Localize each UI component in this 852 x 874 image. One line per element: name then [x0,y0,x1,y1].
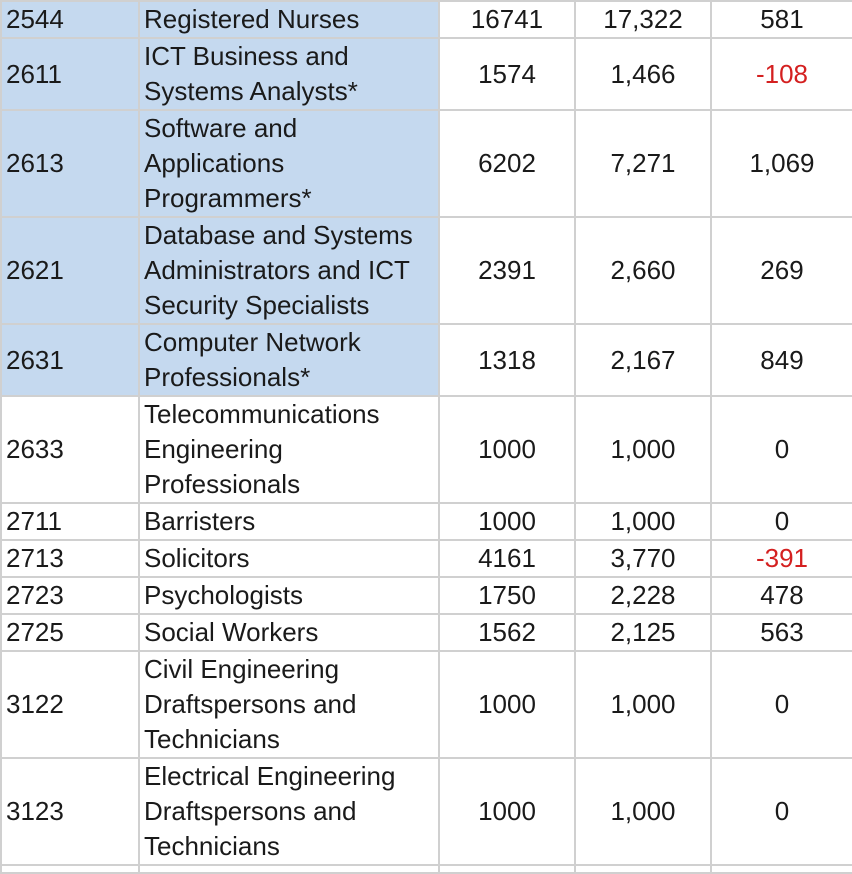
value-1-cell: 4161 [438,539,576,578]
value-1-cell: 1000 [438,395,576,504]
occupation-name-line: Professionals* [144,362,311,392]
occupation-name-cell: Psychologists [138,576,440,615]
occupation-name-cell: Social Workers [138,613,440,652]
table-row: 2713 Solicitors 4161 3,770 -391 [0,539,852,578]
occupation-name-line: Telecommunications [144,399,380,429]
difference-cell: 581 [710,0,852,39]
occupation-name-line: ICT Business and [144,41,349,71]
table-row: 2711 Barristers 1000 1,000 0 [0,502,852,541]
occupation-name-line: Computer Network [144,327,361,357]
value-1-cell: 1318 [438,323,576,397]
value-2-cell: 2,660 [574,216,712,325]
occupation-name-line: Psychologists [144,580,303,610]
occupation-name-cell: Solicitors [138,539,440,578]
difference-cell: 269 [710,216,852,325]
difference-cell: 0 [710,650,852,759]
table-row: 2544 Registered Nurses 16741 17,322 581 [0,0,852,39]
value-1-cell: 1000 [438,757,576,866]
value-2-cell: 1,000 [574,650,712,759]
value-2-cell: 3,770 [574,539,712,578]
value-2-cell: 1,000 [574,502,712,541]
table-row: 3123 Electrical Engineering Draftspersons … [0,757,852,866]
occupation-name-line: Database and Systems [144,220,413,250]
table-row: 3122 Civil Engineering Draftspersons and Te… [0,650,852,759]
occupation-code-cell: 3122 [0,650,140,759]
value-2-cell: 2,167 [574,323,712,397]
occupation-name-cell: Barristers [138,502,440,541]
table-row: 2631 Computer Network Professionals* 1318 2,… [0,323,852,397]
occupation-name-line: Civil Engineering [144,654,340,684]
occupation-name-cell: Telecommunications Engineering Professiona… [138,395,440,504]
occupation-name-cell: Software and Applications Programmers* [138,109,440,218]
occupation-code-cell: 2544 [0,0,140,39]
value-2-cell: 7,271 [574,109,712,218]
table-row: 2725 Social Workers 1562 2,125 563 [0,613,852,652]
value-2-cell: 1,000 [574,757,712,866]
occupation-name-line: Software and [144,113,298,143]
occupation-name-line: Security Specialists [144,290,370,320]
table-row: 2613 Software and Applications Programmers*… [0,109,852,218]
occupation-name-line: Systems Analysts* [144,76,358,106]
value-2-cell: 1,000 [574,395,712,504]
occupation-name-line: Technicians [144,831,280,861]
table-row: 2611 ICT Business and Systems Analysts* 157… [0,37,852,111]
occupation-code-cell: 2611 [0,37,140,111]
difference-cell: -391 [710,539,852,578]
difference-cell: 478 [710,576,852,615]
occupation-code-cell: 2633 [0,395,140,504]
difference-cell: 0 [710,395,852,504]
occupation-code-cell: 3123 [0,757,140,866]
occupation-code-cell: 2631 [0,323,140,397]
value-1-cell: 1000 [438,650,576,759]
value-1-cell: 1750 [438,576,576,615]
table-row: 2723 Psychologists 1750 2,228 478 [0,576,852,615]
value-2-cell: 17,322 [574,0,712,39]
table-row: 2633 Telecommunications Engineering Profess… [0,395,852,504]
value-1-cell: 1000 [438,502,576,541]
value-1-cell: 16741 [438,0,576,39]
occupation-name-line: Social Workers [144,617,319,647]
value-1-cell: 1574 [438,37,576,111]
occupation-name-line: Engineering [144,434,283,464]
occupation-code-cell: 2711 [0,502,140,541]
occupation-name-cell: Civil Engineering Draftspersons and Techni… [138,650,440,759]
value-2-cell: 1,466 [574,37,712,111]
occupation-name-line: Solicitors [144,543,250,573]
table-row: 2621 Database and Systems Administrators a… [0,216,852,325]
difference-cell: 849 [710,323,852,397]
occupation-name-line: Barristers [144,506,256,536]
value-1-cell: 1562 [438,613,576,652]
occupation-name-line: Professionals [144,469,301,499]
occupation-code-cell: 2621 [0,216,140,325]
value-2-cell: 2,228 [574,576,712,615]
occupation-name-line: Applications [144,148,285,178]
occupation-name-line: Draftspersons and [144,796,357,826]
difference-cell: 1,069 [710,109,852,218]
occupation-name-cell: Registered Nurses [138,0,440,39]
occupation-name-line: Registered Nurses [144,4,360,34]
occupation-code-cell: 2613 [0,109,140,218]
occupation-name-line: Technicians [144,724,280,754]
occupation-name-cell: ICT Business and Systems Analysts* [138,37,440,111]
occupation-name-line: Programmers* [144,183,312,213]
value-1-cell: 2391 [438,216,576,325]
occupation-name-line: Electrical Engineering [144,761,396,791]
occupation-code-cell: 2713 [0,539,140,578]
occupation-name-line: Administrators and ICT [144,255,410,285]
difference-cell: -108 [710,37,852,111]
occupation-code-cell: 2725 [0,613,140,652]
occupation-name-cell: Database and Systems Administrators and I… [138,216,440,325]
occupation-code-cell: 2723 [0,576,140,615]
occupation-name-line: Draftspersons and [144,689,357,719]
occupation-name-cell: Computer Network Professionals* [138,323,440,397]
occupation-name-cell: Electrical Engineering Draftspersons and T… [138,757,440,866]
difference-cell: 563 [710,613,852,652]
difference-cell: 0 [710,502,852,541]
value-1-cell: 6202 [438,109,576,218]
value-2-cell: 2,125 [574,613,712,652]
difference-cell: 0 [710,757,852,866]
